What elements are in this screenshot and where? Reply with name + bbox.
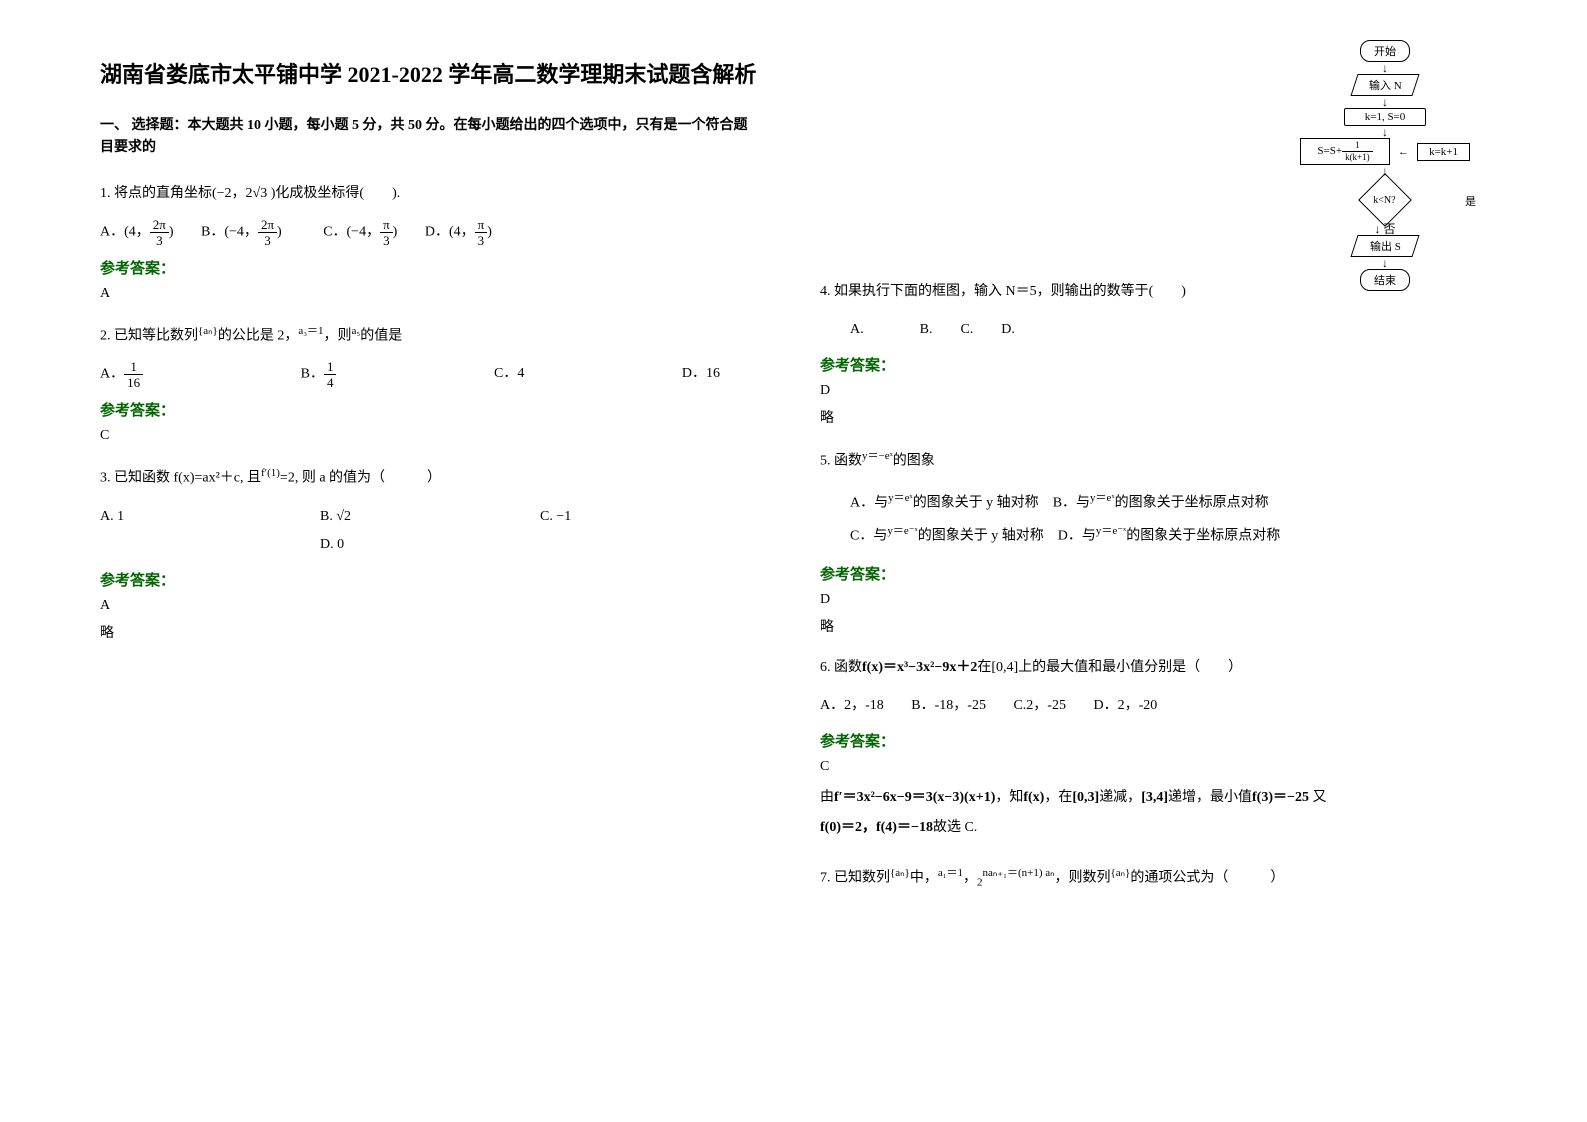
q5-stem: 5. 函数y＝−eˣ的图象 <box>820 445 1500 476</box>
q7-stem: 7. 已知数列{aₙ}中，a₁＝1，2naₙ₊₁＝(n+1) aₙ，则数列{aₙ… <box>820 862 1500 893</box>
fc-yes: 是 <box>1465 193 1476 209</box>
q6-explanation: 由f′＝3x²−6x−9＝3(x−3)(x+1)，知f(x)，在[0,3]递减，… <box>820 783 1500 845</box>
fc-start: 开始 <box>1360 40 1410 62</box>
q3-answer: A <box>100 598 760 614</box>
q3-stem: 3. 已知函数 f(x)=ax²＋c, 且f′(1)=2, 则 a 的值为（ ） <box>100 462 760 493</box>
fc-calc: S=S+1k(k+1) <box>1300 138 1390 165</box>
section-intro: 一、 选择题：本大题共 10 小题，每小题 5 分，共 50 分。在每小题给出的… <box>100 115 760 160</box>
q4-answer-label: 参考答案： <box>820 354 1500 375</box>
q5-options: A．与y＝eˣ的图象关于 y 轴对称 B．与y＝eˣ的图象关于坐标原点对称 C．… <box>820 486 1500 553</box>
fc-init: k=1, S=0 <box>1344 108 1426 126</box>
fc-end: 结束 <box>1360 269 1410 291</box>
q1-options: A．(4，2π3) B．(−4，2π3) C．(−4，π3) D．(4，π3) <box>100 218 760 247</box>
q6-stem: 6. 函数f(x)＝x³−3x²−9x＋2在[0,4]上的最大值和最小值分别是（… <box>820 654 1500 682</box>
q6-answer: C <box>820 759 1500 775</box>
q1-answer: A <box>100 286 760 302</box>
q3-answer-label: 参考答案： <box>100 569 760 590</box>
q2-answer-label: 参考答案： <box>100 399 760 420</box>
q5-answer: D <box>820 592 1500 608</box>
q2-options: A．116 B．14 C．4 D．16 <box>100 360 720 389</box>
fc-output: 输出 S <box>1350 235 1419 257</box>
q1-answer-label: 参考答案： <box>100 257 760 278</box>
q2-answer: C <box>100 428 760 444</box>
fc-inc: k=k+1 <box>1417 143 1470 161</box>
q5-answer-label: 参考答案： <box>820 563 1500 584</box>
q6-options: A．2，-18 B．-18，-25 C.2，-25 D．2，-20 <box>820 692 1500 720</box>
fc-cond: k<N? <box>1358 173 1412 227</box>
q2-stem: 2. 已知等比数列{aₙ}的公比是 2，a₃＝1，则a₅的值是 <box>100 320 760 351</box>
q3-options: A. 1 B. √2 C. −1 D. 0 <box>100 503 760 559</box>
q1-stem-text: 1. 将点的直角坐标(−2，2√3 )化成极坐标得( ). <box>100 186 400 201</box>
q4-answer: D <box>820 383 1500 399</box>
q1-stem: 1. 将点的直角坐标(−2，2√3 )化成极坐标得( ). <box>100 180 760 208</box>
page-title: 湖南省娄底市太平铺中学 2021-2022 学年高二数学理期末试题含解析 <box>100 60 760 91</box>
flowchart: 开始 ↓ 输入 N ↓ k=1, S=0 ↓ S=S+1k(k+1) ← k=k… <box>1300 40 1470 291</box>
fc-input: 输入 N <box>1350 74 1419 96</box>
q4-options: A. B. C. D. <box>820 316 1500 344</box>
q3-omit: 略 <box>100 622 760 642</box>
q4-omit: 略 <box>820 407 1500 427</box>
q5-omit: 略 <box>820 616 1500 636</box>
q6-answer-label: 参考答案： <box>820 730 1500 751</box>
